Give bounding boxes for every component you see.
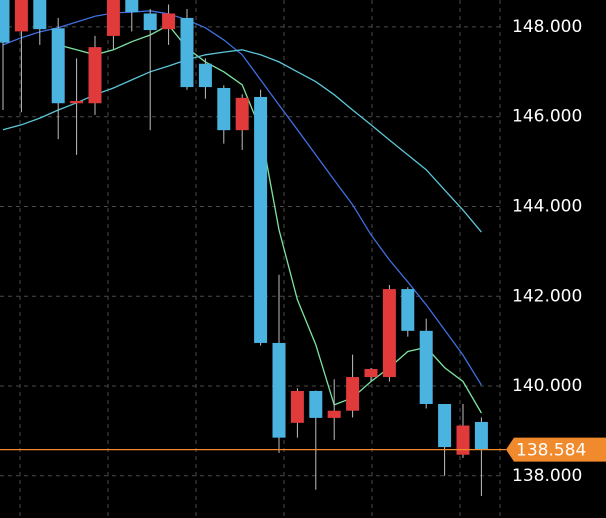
- candle-body: [88, 47, 102, 104]
- candle-body: [272, 342, 286, 438]
- candle: [419, 318, 433, 409]
- candle: [254, 89, 268, 346]
- candle-body: [235, 97, 249, 131]
- candle-body: [51, 28, 65, 104]
- candle-body: [198, 63, 212, 88]
- candle-body: [217, 87, 231, 131]
- y-tick-label: 146.000: [512, 107, 582, 127]
- candle-body: [438, 403, 452, 448]
- candle: [51, 17, 65, 140]
- candle: [33, 0, 47, 45]
- candle-body: [382, 289, 396, 378]
- candle-body: [254, 96, 268, 343]
- y-tick-label: 144.000: [512, 196, 582, 216]
- candle: [162, 4, 176, 45]
- candle: [346, 354, 360, 418]
- candle: [382, 285, 396, 382]
- candle: [143, 8, 157, 131]
- candle-body: [364, 368, 378, 378]
- candle-body: [143, 13, 157, 31]
- current-price-tag: [506, 437, 606, 462]
- candle-body: [327, 410, 341, 418]
- vertical-grid: [19, 0, 501, 518]
- candle: [88, 35, 102, 115]
- candle: [235, 94, 249, 150]
- candle: [125, 0, 139, 32]
- candle-body: [125, 0, 139, 13]
- candle: [0, 0, 10, 110]
- candle: [327, 379, 341, 440]
- moving-average-line: [2, 49, 482, 233]
- candle: [70, 58, 84, 155]
- y-tick-label: 138.000: [512, 466, 582, 486]
- candle: [290, 388, 304, 438]
- candle-body: [162, 13, 176, 30]
- candle-body: [456, 425, 470, 455]
- candle-body: [33, 0, 47, 30]
- candle-body: [309, 390, 323, 418]
- candle-body: [14, 0, 28, 32]
- candle: [14, 0, 28, 113]
- candle: [106, 0, 120, 50]
- candle-body: [180, 17, 194, 88]
- candle-body: [419, 330, 433, 404]
- candle: [474, 417, 488, 497]
- candle: [272, 274, 286, 453]
- moving-average-line: [2, 10, 482, 386]
- candle: [198, 58, 212, 99]
- moving-average-line: [58, 24, 482, 414]
- y-tick-label: 142.000: [512, 286, 582, 306]
- candle: [401, 287, 415, 337]
- candle-body: [401, 289, 415, 331]
- candle-body: [474, 421, 488, 450]
- candle-body: [106, 0, 120, 36]
- candle-body: [0, 0, 10, 43]
- candle: [309, 390, 323, 490]
- candle: [364, 368, 378, 382]
- candle-body: [346, 377, 360, 411]
- candle: [438, 403, 452, 476]
- y-tick-label: 148.000: [512, 17, 582, 37]
- y-tick-label: 140.000: [512, 376, 582, 396]
- current-price-label: 138.584: [516, 441, 586, 461]
- candle: [456, 403, 470, 458]
- candle: [217, 85, 231, 144]
- candle-body: [290, 390, 304, 423]
- candle-body: [70, 100, 84, 104]
- candle: [180, 8, 194, 90]
